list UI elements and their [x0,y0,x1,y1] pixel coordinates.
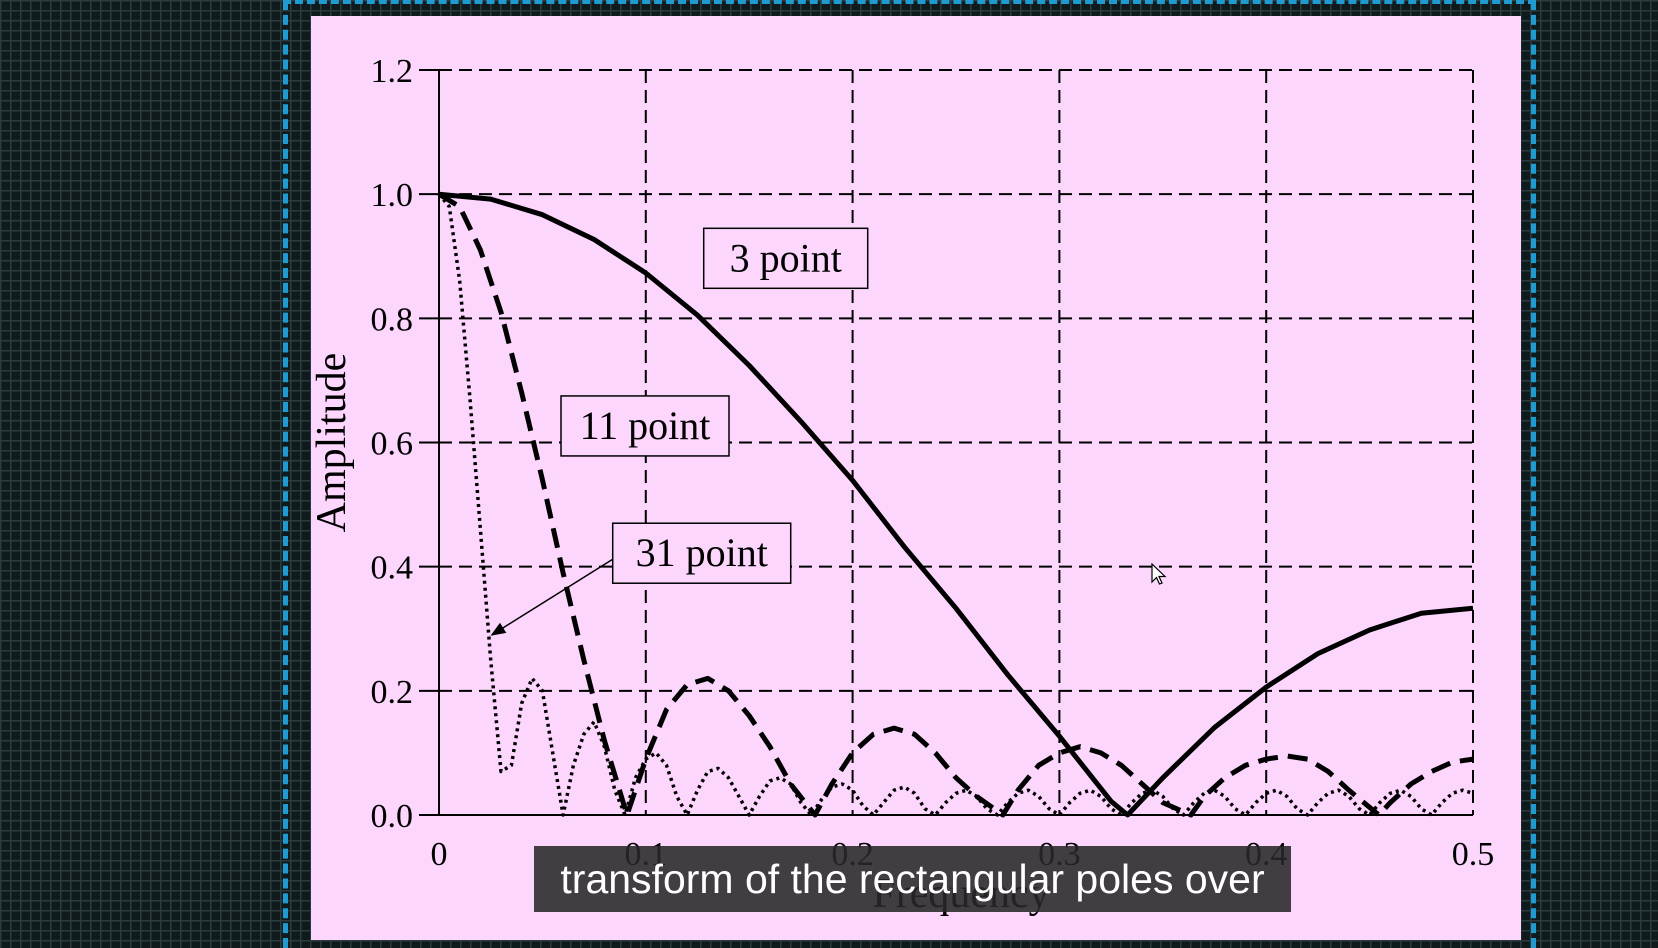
y-tick-label: 0.8 [371,301,414,338]
annotation-label: 11 point [580,403,711,448]
chart-panel: 0.00.20.40.60.81.01.200.10.20.30.40.5Fre… [311,16,1521,940]
y-tick-label: 0.6 [371,426,414,463]
y-axis-title: Amplitude [311,353,355,533]
annotation-box [702,227,869,290]
series-line-3-point [438,191,1474,818]
annotation-box [611,522,792,584]
series-line-31-point [437,193,1474,817]
annotation-box [560,395,730,457]
annotation-label: 31 point [636,530,768,575]
video-caption: transform of the rectangular poles over [534,846,1291,912]
selection-guide-right [1531,0,1536,948]
y-tick-label: 1.0 [371,177,414,214]
y-tick-label: 0.4 [371,550,414,587]
series-line-11-point [437,192,1474,818]
mouse-pointer-icon [1151,563,1167,585]
selection-guide-top [283,0,1536,4]
y-tick-label: 0.2 [371,674,414,711]
x-tick-label: 0.5 [1452,836,1495,873]
y-tick-label: 1.2 [371,53,414,90]
amplitude-frequency-chart: 0.00.20.40.60.81.01.200.10.20.30.40.5Fre… [311,53,1495,917]
x-tick-label: 0 [431,836,448,873]
selection-guide-left [283,0,288,948]
annotation-label: 3 point [730,235,842,280]
annotation-arrow [490,558,614,636]
y-tick-label: 0.0 [371,798,414,835]
